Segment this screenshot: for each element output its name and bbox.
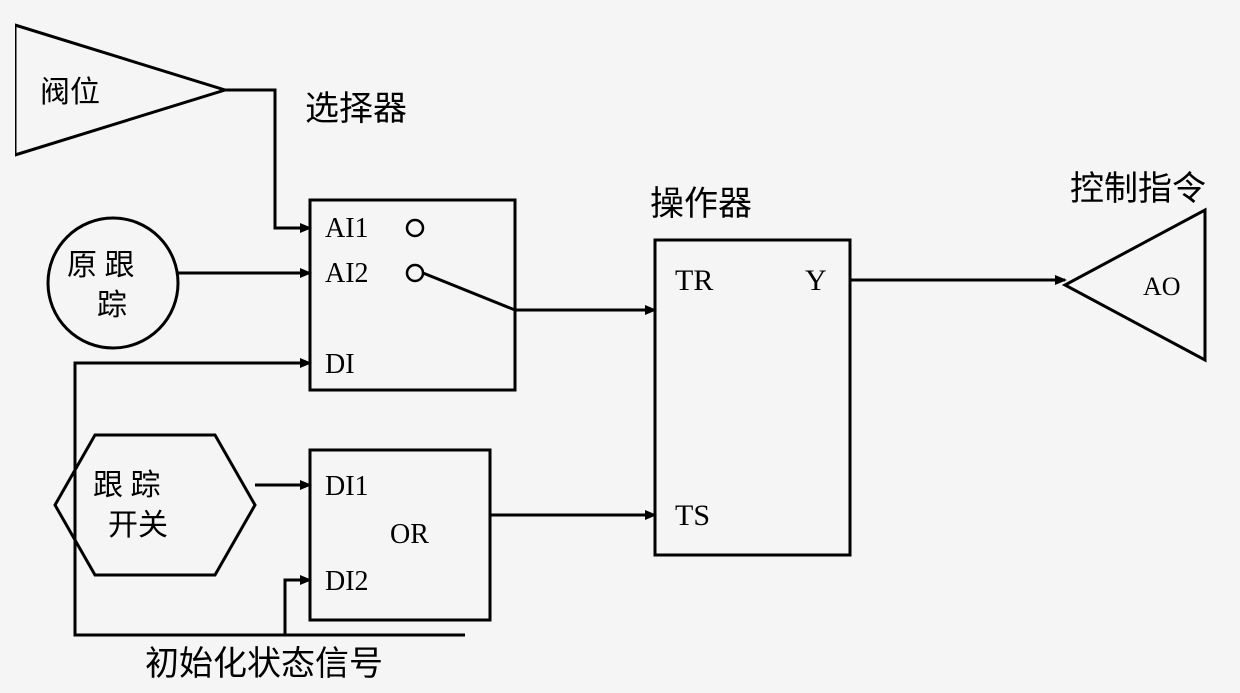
ao-title: 控制指令: [1070, 170, 1206, 208]
selector-ai1-terminal-icon: [407, 220, 423, 236]
selector-switch-arm: [423, 273, 515, 310]
edge-valve-to-ai1: [225, 90, 310, 228]
orig-track-label2: 踪: [97, 289, 127, 322]
ao-label: AO: [1143, 272, 1181, 301]
or-di1-label: DI1: [325, 471, 369, 502]
init-signal-label: 初始化状态信号: [145, 645, 383, 678]
operator-y-label: Y: [805, 264, 827, 297]
track-switch-label1: 跟 踪: [93, 469, 161, 502]
node-orig-track: 原 跟 踪: [48, 218, 178, 348]
selector-di-label: DI: [325, 349, 355, 380]
operator-ts-label: TS: [675, 499, 710, 532]
or-label: OR: [390, 519, 429, 550]
or-di2-label: DI2: [325, 566, 369, 597]
node-operator: 操作器 TR Y TS: [650, 185, 850, 555]
node-or-gate: DI1 OR DI2: [310, 450, 490, 620]
valve-pos-label: 阀位: [40, 76, 100, 109]
node-ao: 控制指令 AO: [1065, 170, 1206, 360]
selector-title: 选择器: [305, 90, 407, 128]
selector-ai2-terminal-icon: [407, 265, 423, 281]
selector-ai1-label: AI1: [325, 213, 369, 244]
node-valve-pos: 阀位: [15, 25, 225, 155]
track-switch-label2: 开关: [108, 509, 168, 542]
node-selector: 选择器 AI1 AI2 DI: [305, 90, 515, 390]
selector-ai2-label: AI2: [325, 258, 369, 289]
orig-track-label1: 原 跟: [67, 249, 135, 282]
operator-title: 操作器: [650, 185, 752, 223]
node-track-switch: 跟 踪 开关: [55, 435, 255, 575]
edge-init-to-di2: [285, 580, 465, 635]
edges: [75, 90, 1065, 635]
diagram-svg: 阀位 原 跟 踪 跟 踪 开关 选择器 AI1 AI2 DI D: [15, 15, 1225, 678]
operator-tr-label: TR: [675, 264, 713, 297]
block-diagram: 阀位 原 跟 踪 跟 踪 开关 选择器 AI1 AI2 DI D: [15, 15, 1225, 678]
